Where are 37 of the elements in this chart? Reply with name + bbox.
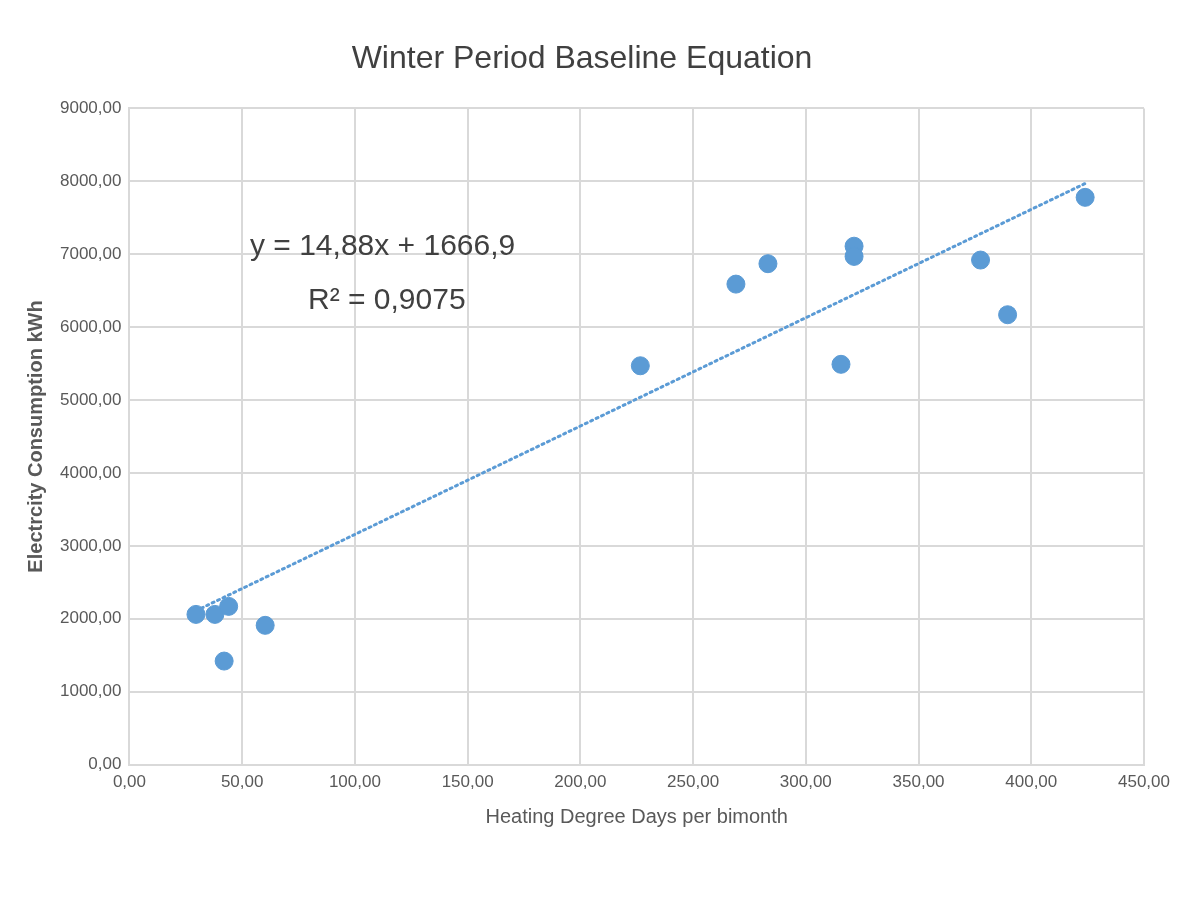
point: [255, 615, 275, 635]
point: [831, 354, 851, 374]
point: [186, 604, 206, 624]
y-tick-label: 5000,00: [60, 389, 122, 409]
point: [726, 274, 746, 294]
y-tick-label: 1000,00: [60, 681, 122, 701]
point: [998, 305, 1018, 325]
x-tick-label: 150,00: [441, 772, 494, 792]
x-tick-label: 0,00: [112, 772, 146, 792]
point: [214, 651, 234, 671]
x-tick-label: 350,00: [892, 772, 945, 792]
y-tick-label: 8000,00: [60, 171, 122, 190]
y-tick-label: 3000,00: [60, 535, 122, 555]
x-tick-label: 450,00: [1118, 772, 1170, 792]
y-tick-label: 6000,00: [60, 316, 122, 336]
x-tick-label: 300,00: [779, 772, 832, 792]
point: [219, 596, 239, 616]
x-tick-label: 200,00: [554, 772, 607, 792]
y-tick-label: 9000,00: [60, 98, 122, 118]
point: [971, 250, 991, 270]
chart-title: Winter Period Baseline Equation: [351, 39, 813, 76]
y-tick-label: 0,00: [88, 754, 122, 774]
x-axis-title: Heating Degree Days per bimonth: [485, 804, 788, 827]
x-tick-label: 50,00: [220, 772, 264, 792]
annotation: R² = 0,9075: [308, 282, 466, 316]
point: [205, 604, 225, 624]
annotation: y = 14,88x + 1666,9: [250, 228, 516, 262]
point: [630, 356, 650, 376]
x-tick-label: 400,00: [1005, 772, 1058, 792]
y-tick-label: 2000,00: [60, 608, 122, 628]
x-tick-label: 250,00: [667, 772, 720, 792]
y-axis-title: Electrcity Consumption kWh: [23, 300, 46, 573]
x-tick-label: 100,00: [328, 772, 381, 792]
point: [758, 254, 778, 274]
y-tick-label: 7000,00: [60, 243, 122, 263]
point: [1075, 187, 1095, 207]
y-tick-label: 4000,00: [60, 462, 122, 482]
